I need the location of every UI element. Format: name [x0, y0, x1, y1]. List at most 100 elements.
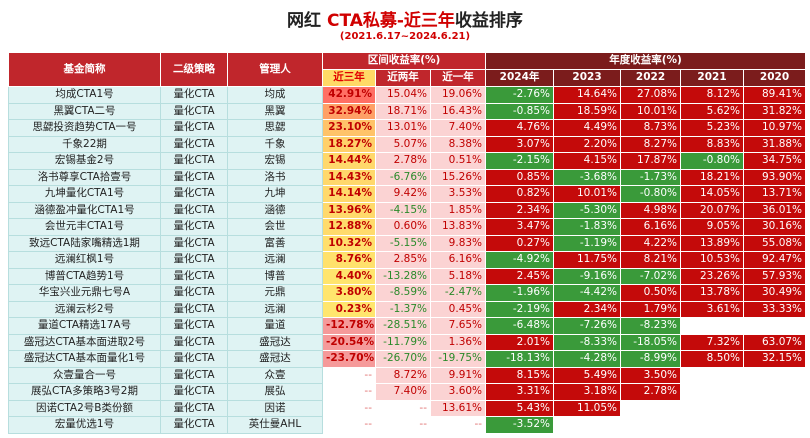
table-cell: -- — [429, 416, 487, 434]
header-cell: 2024年 — [485, 69, 555, 87]
table-cell: 4.98% — [620, 201, 682, 219]
table-cell: 均成CTA1号 — [8, 86, 161, 104]
table-cell: 8.83% — [680, 135, 745, 153]
table-cell: 36.01% — [743, 201, 807, 219]
table-cell: 3.07% — [485, 135, 555, 153]
table-cell: 13.78% — [680, 284, 745, 302]
table-cell: 0.60% — [375, 218, 431, 236]
table-cell: 3.18% — [553, 383, 622, 401]
table-cell: 9.91% — [429, 366, 487, 384]
table-cell: 32.15% — [743, 350, 807, 368]
table-cell: 31.82% — [743, 102, 807, 120]
table-cell: 13.71% — [743, 185, 807, 203]
table-cell: 13.01% — [375, 119, 431, 137]
table-cell: 8.27% — [620, 135, 682, 153]
table-cell: 量化CTA — [160, 284, 228, 302]
table-row: 致远CTA陆家嘴精选1期 量化CTA 富善 10.32% -5.15% 9.83% 0.27… — [8, 234, 807, 252]
table-cell: 57.93% — [743, 267, 807, 285]
table-cell: 量化CTA — [160, 102, 228, 120]
header-cell: 近两年 — [375, 69, 431, 87]
table-cell: 千象 — [227, 135, 323, 153]
table-cell: 量化CTA — [160, 86, 228, 104]
table-cell: 量化CTA — [160, 251, 228, 269]
table-cell: 远澜红枫1号 — [8, 251, 161, 269]
table-cell: 黑翼 — [227, 102, 323, 120]
table-cell: 10.53% — [680, 251, 745, 269]
table-cell: -1.73% — [620, 168, 682, 186]
table-cell — [620, 416, 682, 434]
table-cell: 13.61% — [429, 399, 487, 417]
subtitle: (2021.6.17~2024.6.21) — [339, 31, 471, 42]
table-cell: 远澜云杉2号 — [8, 300, 161, 318]
table-cell: 13.96% — [322, 201, 376, 219]
table-cell: -2.47% — [429, 284, 487, 302]
table-cell: 5.62% — [680, 102, 745, 120]
table-row: 九坤量化CTA1号 量化CTA 九坤 14.14% 9.42% 3.53% 0.82% 10.… — [8, 185, 807, 203]
table-cell: 10.01% — [553, 185, 622, 203]
table-cell: 涵德 — [227, 201, 323, 219]
table-cell: 11.75% — [553, 251, 622, 269]
table-row: 众壹量合一号 量化CTA 众壹 -- 8.72% 9.91% 8.15% 5.49% 3.50% — [8, 366, 807, 384]
table-cell: 2.01% — [485, 333, 555, 351]
table-cell: 量化CTA — [160, 119, 228, 137]
table-cell: 32.94% — [322, 102, 376, 120]
table-row: 远澜红枫1号 量化CTA 远澜 8.76% 2.85% 6.16% -4.92% 11.75%… — [8, 251, 807, 269]
table-cell: 4.15% — [553, 152, 622, 170]
table-cell: -0.80% — [620, 185, 682, 203]
table-cell — [743, 399, 807, 417]
table-cell: -5.15% — [375, 234, 431, 252]
table-cell: 14.43% — [322, 168, 376, 186]
table-cell: -2.19% — [485, 300, 555, 318]
table-cell: -0.80% — [680, 152, 745, 170]
table-cell: 3.61% — [680, 300, 745, 318]
table-cell: 量化CTA — [160, 317, 228, 335]
table-cell: 富善 — [227, 234, 323, 252]
table-cell: 11.05% — [553, 399, 622, 417]
table-row: 黑翼CTA二号 量化CTA 黑翼 32.94% 18.71% 16.43% -0.85% 18… — [8, 102, 807, 120]
table-row: 均成CTA1号 量化CTA 均成 42.91% 15.04% 19.06% -2.76% 14… — [8, 86, 807, 104]
table-cell: 13.89% — [680, 234, 745, 252]
table-row: 因诺CTA2号B类份额 量化CTA 因诺 -- -- 13.61% 5.43% 11.05% — [8, 399, 807, 417]
table-cell: -7.26% — [553, 317, 622, 335]
table-cell: 量化CTA — [160, 185, 228, 203]
table-cell: 15.26% — [429, 168, 487, 186]
table-cell: -- — [322, 366, 376, 384]
table-cell: 0.27% — [485, 234, 555, 252]
table-cell: 7.40% — [375, 383, 431, 401]
header-cell: 近一年 — [429, 69, 487, 87]
table-cell — [743, 383, 807, 401]
table-cell: -4.92% — [485, 251, 555, 269]
header-cell: 近三年 — [322, 69, 376, 87]
table-cell: 4.49% — [553, 119, 622, 137]
table-cell: 元鼎 — [227, 284, 323, 302]
table-cell: -- — [322, 383, 376, 401]
table-cell: -2.76% — [485, 86, 555, 104]
table-cell: 宏量优选1号 — [8, 416, 161, 434]
table-cell: 34.75% — [743, 152, 807, 170]
table-cell: 量化CTA — [160, 416, 228, 434]
table-cell: 23.10% — [322, 119, 376, 137]
table-cell: -4.15% — [375, 201, 431, 219]
table-cell: 众壹 — [227, 366, 323, 384]
table-cell: 9.42% — [375, 185, 431, 203]
table-cell: 7.65% — [429, 317, 487, 335]
table-cell: 8.21% — [620, 251, 682, 269]
table-cell: 涵德盈冲量化CTA1号 — [8, 201, 161, 219]
table-cell: 30.16% — [743, 218, 807, 236]
table-cell: -20.54% — [322, 333, 376, 351]
table-cell: 洛书尊享CTA拾壹号 — [8, 168, 161, 186]
table-cell: 3.31% — [485, 383, 555, 401]
table-cell: -- — [322, 399, 376, 417]
table-cell: -13.28% — [375, 267, 431, 285]
table-cell: -1.37% — [375, 300, 431, 318]
table-cell: 18.71% — [375, 102, 431, 120]
table-cell: 众壹量合一号 — [8, 366, 161, 384]
table-cell: 因诺CTA2号B类份额 — [8, 399, 161, 417]
table-cell: -6.76% — [375, 168, 431, 186]
table-cell: -9.16% — [553, 267, 622, 285]
table-cell: 20.07% — [680, 201, 745, 219]
table-cell: 展弘CTA多策略3号2期 — [8, 383, 161, 401]
table-cell: 10.32% — [322, 234, 376, 252]
table-cell: 思勰投资趋势CTA一号 — [8, 119, 161, 137]
table-cell: 14.44% — [322, 152, 376, 170]
